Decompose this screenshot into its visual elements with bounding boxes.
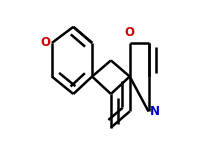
Text: O: O	[125, 26, 135, 39]
Text: N: N	[150, 105, 160, 118]
Text: O: O	[40, 36, 51, 49]
